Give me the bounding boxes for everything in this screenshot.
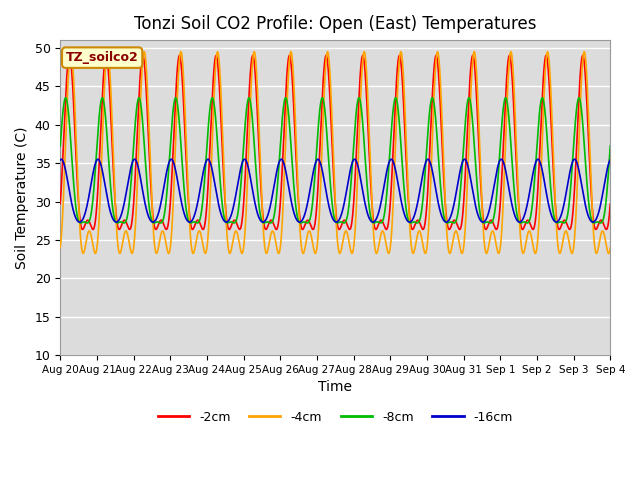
X-axis label: Time: Time (318, 381, 352, 395)
Legend: -2cm, -4cm, -8cm, -16cm: -2cm, -4cm, -8cm, -16cm (152, 406, 518, 429)
Title: Tonzi Soil CO2 Profile: Open (East) Temperatures: Tonzi Soil CO2 Profile: Open (East) Temp… (134, 15, 536, 33)
Y-axis label: Soil Temperature (C): Soil Temperature (C) (15, 126, 29, 269)
Text: TZ_soilco2: TZ_soilco2 (66, 51, 138, 64)
